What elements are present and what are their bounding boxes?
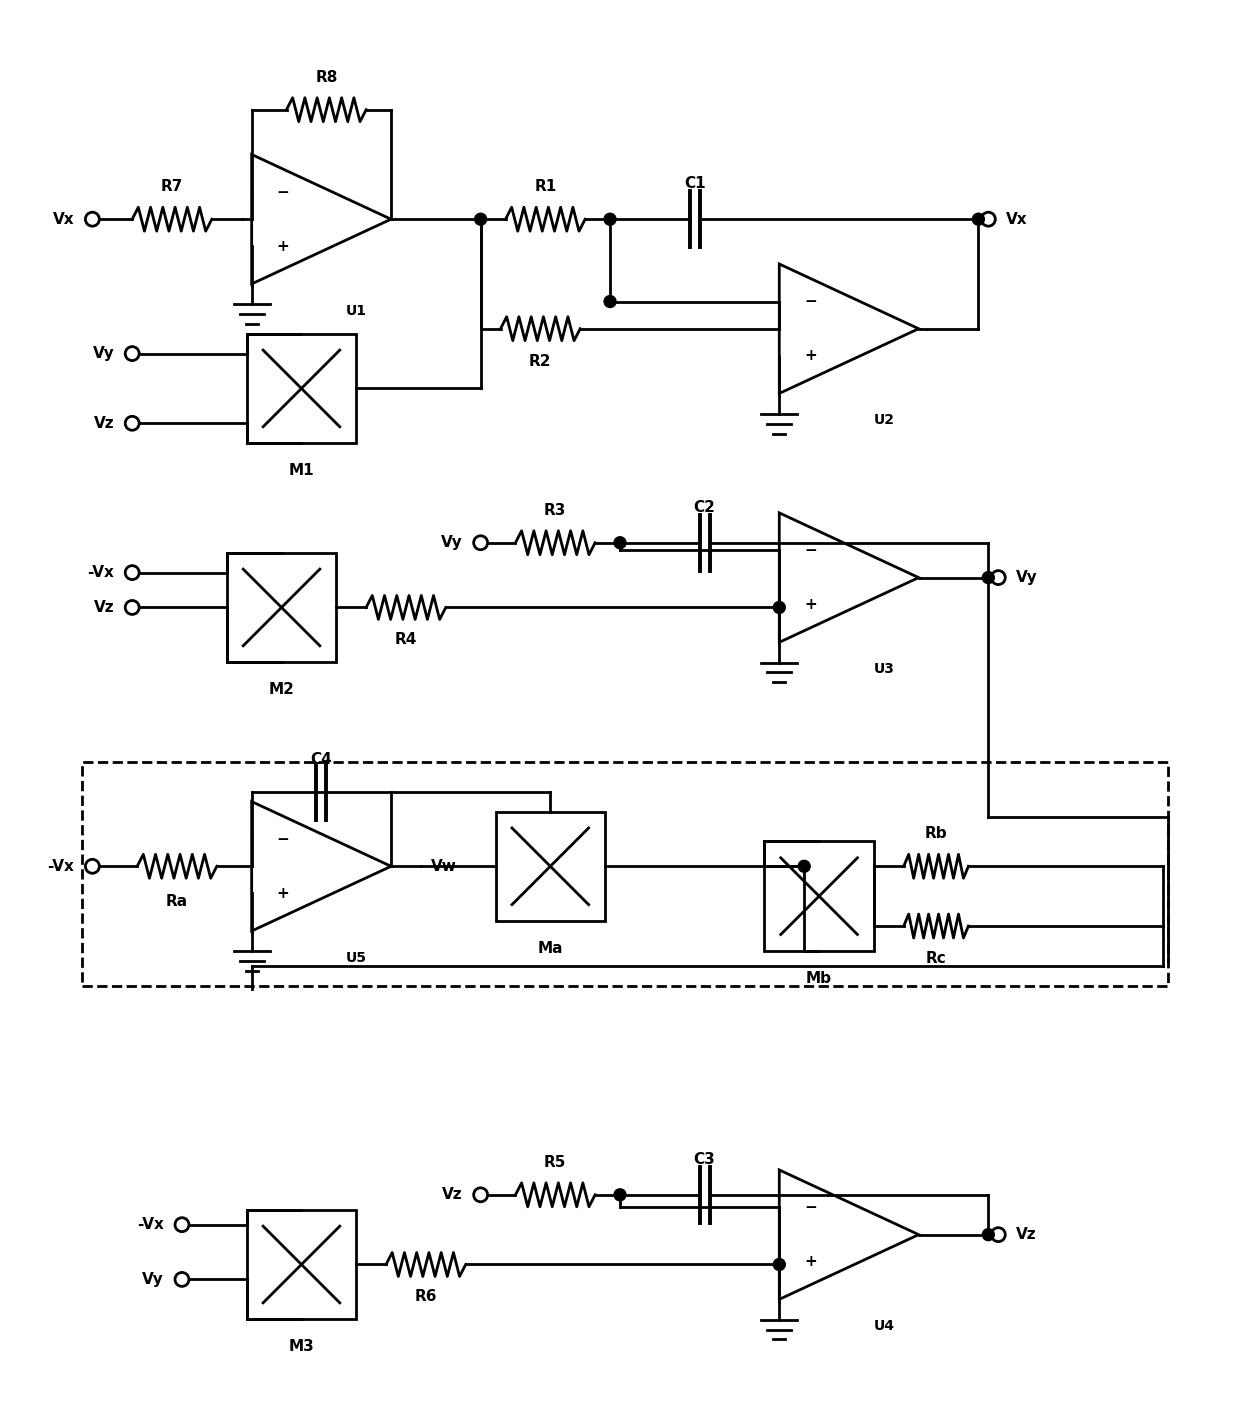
Text: M2: M2 (269, 682, 294, 697)
Text: −: − (277, 184, 289, 200)
Text: R8: R8 (315, 69, 337, 85)
Text: C3: C3 (693, 1152, 715, 1168)
Text: Vy: Vy (1017, 570, 1038, 585)
Text: U4: U4 (873, 1319, 894, 1333)
Circle shape (982, 1229, 994, 1241)
Text: R4: R4 (394, 632, 417, 648)
Circle shape (774, 601, 785, 614)
Text: Ra: Ra (166, 894, 188, 910)
Text: Rc: Rc (926, 951, 946, 966)
Text: Vw: Vw (430, 859, 456, 874)
Text: -Vx: -Vx (138, 1217, 164, 1233)
Text: U5: U5 (346, 951, 367, 965)
Text: +: + (805, 598, 817, 612)
Text: M3: M3 (289, 1339, 314, 1355)
Text: −: − (805, 543, 817, 558)
Text: Ma: Ma (538, 941, 563, 956)
Text: M1: M1 (289, 463, 314, 478)
Circle shape (799, 860, 810, 873)
Text: +: + (805, 349, 817, 363)
Circle shape (475, 213, 486, 225)
Circle shape (614, 1189, 626, 1200)
Text: R6: R6 (414, 1289, 438, 1305)
Circle shape (614, 537, 626, 548)
Text: Vx: Vx (1007, 211, 1028, 227)
Text: −: − (805, 295, 817, 309)
Bar (82, 762, 1168, 986)
Text: R1: R1 (534, 180, 557, 194)
Text: U2: U2 (873, 414, 894, 428)
Circle shape (604, 213, 616, 225)
Text: Vz: Vz (94, 415, 114, 431)
Text: R2: R2 (529, 354, 552, 368)
Text: Rb: Rb (925, 826, 947, 842)
Text: U1: U1 (346, 303, 367, 317)
Text: Mb: Mb (806, 971, 832, 986)
Text: −: − (805, 1200, 817, 1214)
Text: +: + (277, 886, 289, 901)
Text: +: + (277, 239, 289, 254)
Circle shape (774, 1258, 785, 1271)
Text: -Vx: -Vx (47, 859, 74, 874)
Text: Vz: Vz (94, 599, 114, 615)
Circle shape (972, 213, 985, 225)
Text: R3: R3 (544, 503, 567, 517)
Text: Vx: Vx (53, 211, 74, 227)
Text: R5: R5 (544, 1155, 567, 1170)
Text: Vz: Vz (1017, 1227, 1037, 1243)
Text: -Vx: -Vx (87, 565, 114, 580)
Text: Vy: Vy (143, 1272, 164, 1287)
Text: C4: C4 (310, 752, 332, 767)
Text: U3: U3 (873, 662, 894, 676)
Text: +: + (805, 1254, 817, 1270)
Text: C1: C1 (683, 176, 706, 191)
Circle shape (982, 571, 994, 584)
Text: Vy: Vy (93, 346, 114, 361)
Text: Vz: Vz (443, 1187, 463, 1202)
Text: Vy: Vy (441, 536, 463, 550)
Text: R7: R7 (161, 180, 184, 194)
Text: −: − (277, 832, 289, 846)
Circle shape (604, 296, 616, 307)
Text: C2: C2 (693, 500, 715, 514)
